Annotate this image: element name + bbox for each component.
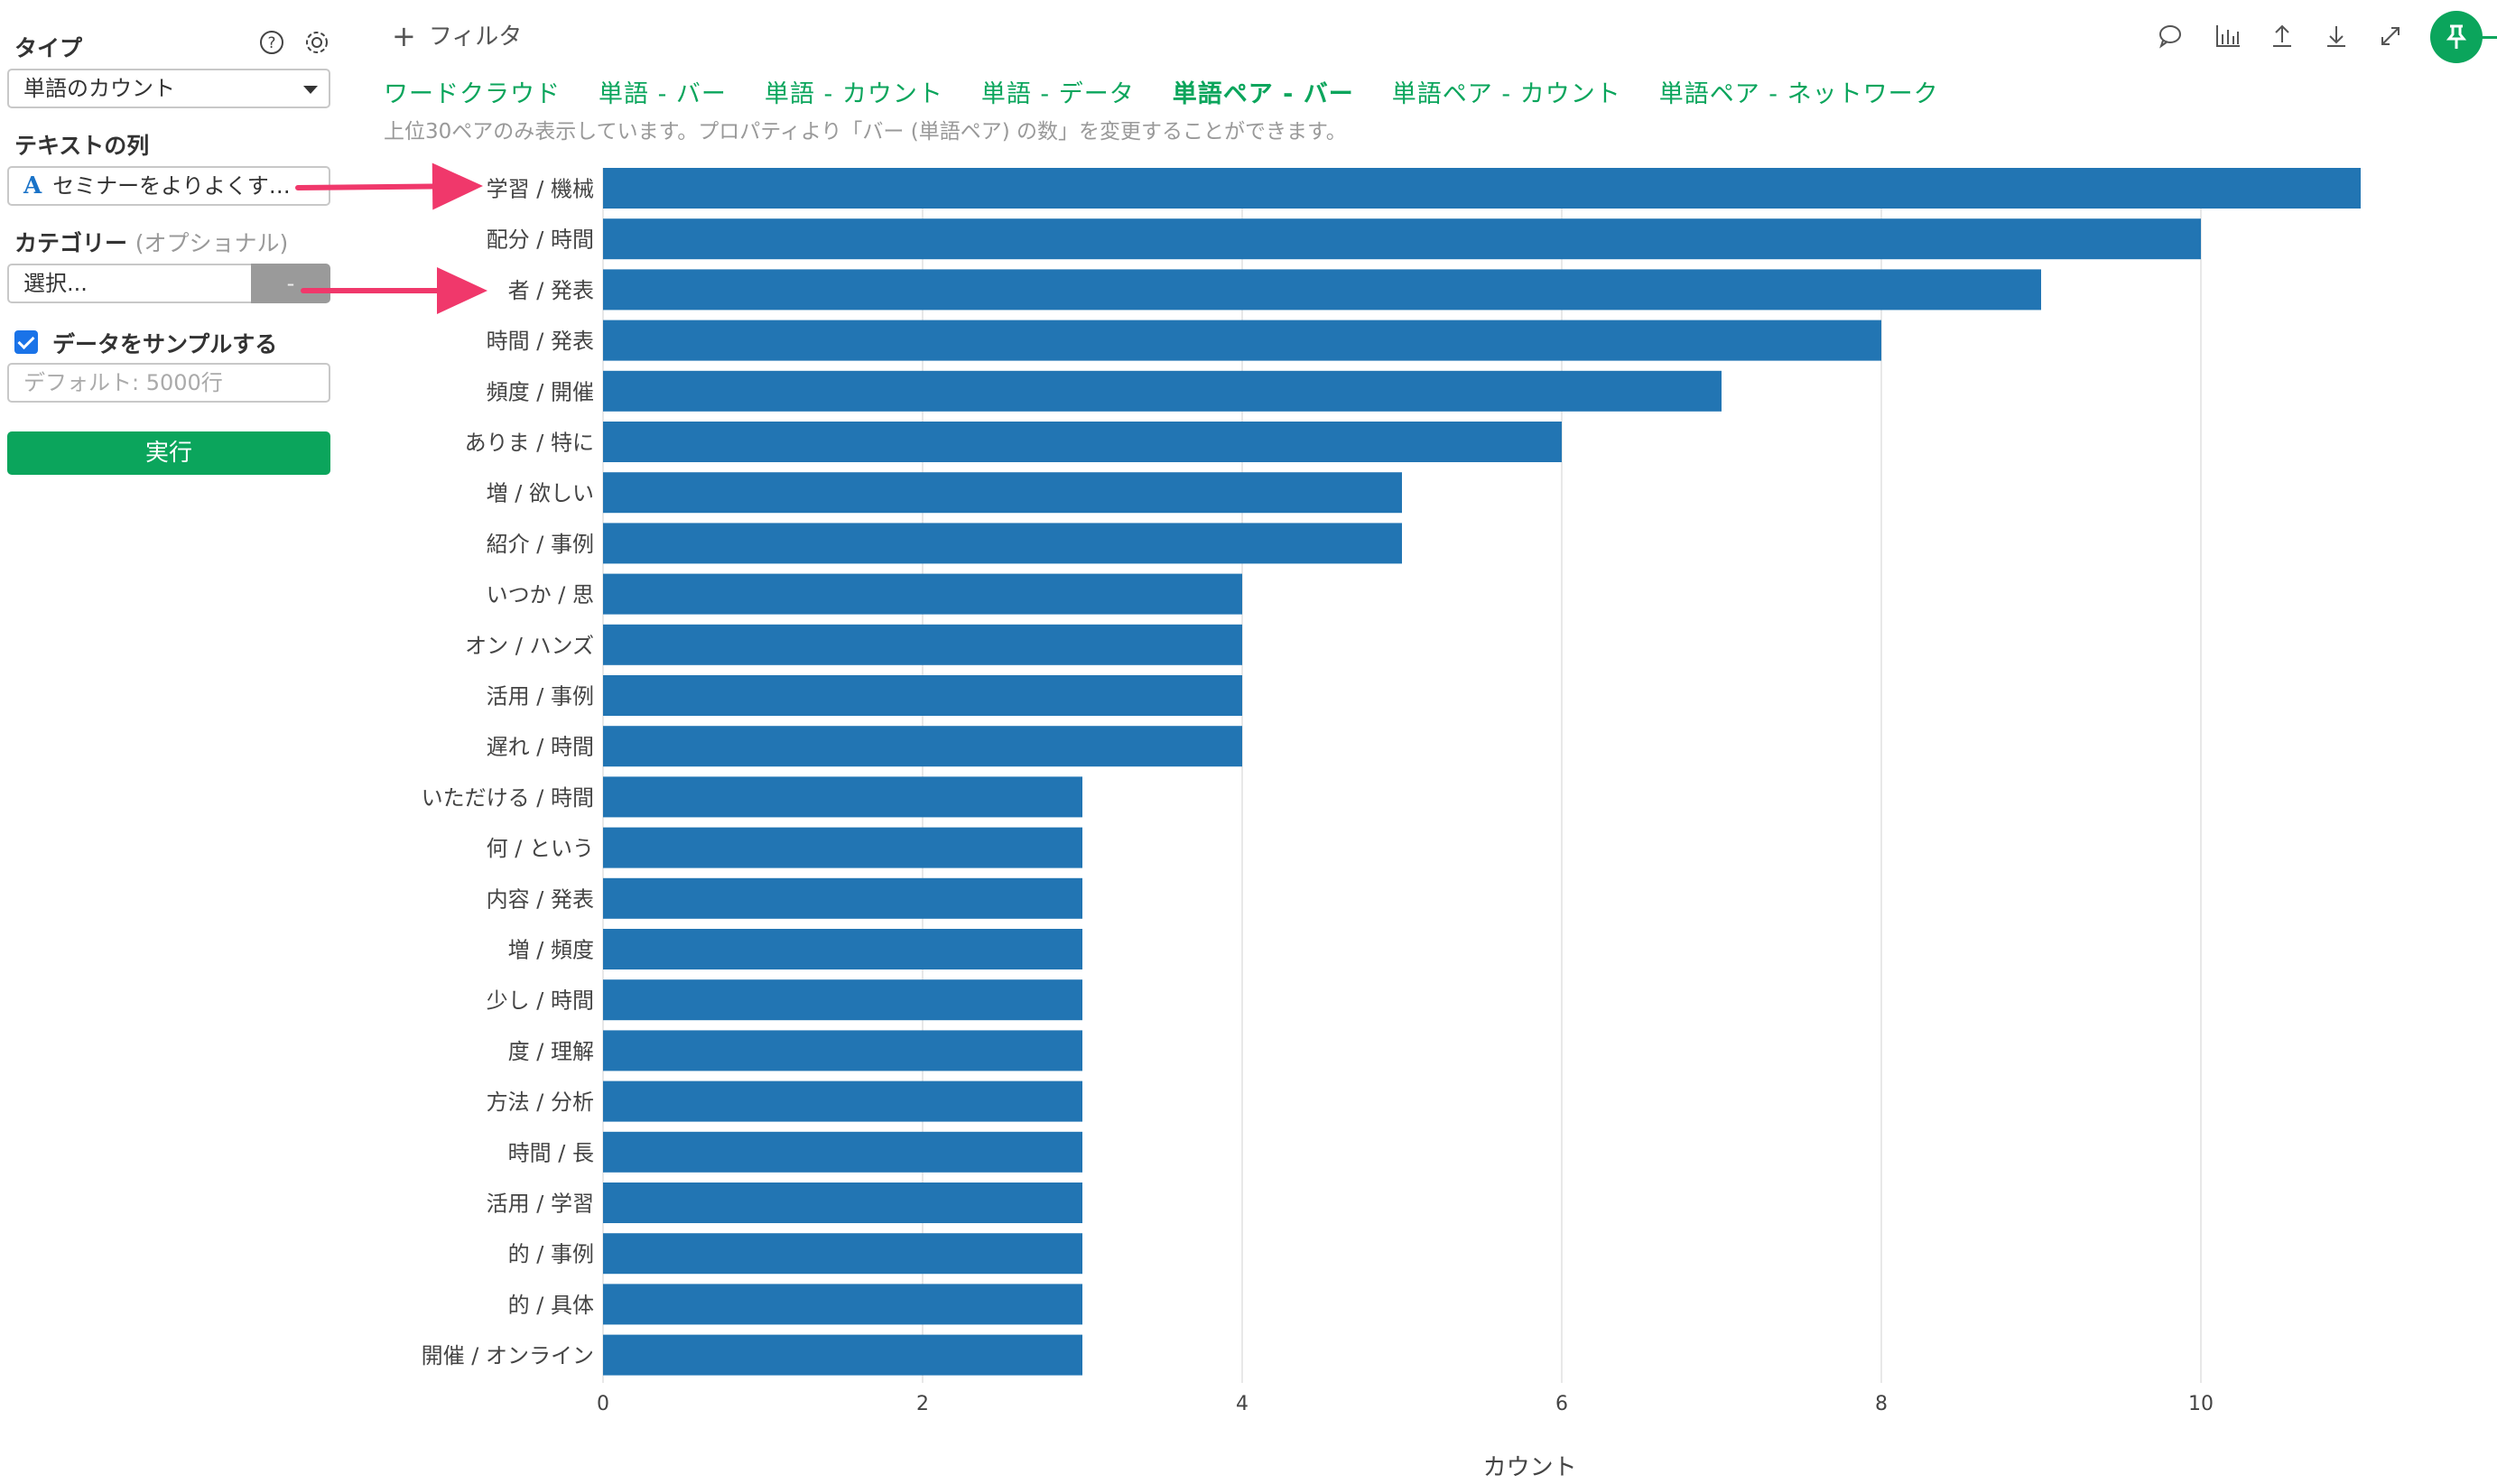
tab-6[interactable]: 単語ペア - ネットワーク (1658, 80, 1939, 108)
y-category-label: 方法 / 分析 (487, 1090, 594, 1115)
sample-label: データをサンプルする (52, 331, 278, 357)
bar[interactable] (603, 1081, 1082, 1122)
bar[interactable] (603, 1030, 1082, 1071)
expand-icon[interactable] (2374, 20, 2407, 52)
category-optional-text: (オプショナル) (135, 230, 289, 256)
help-circle-icon[interactable]: ? (256, 29, 287, 60)
y-category-label: 的 / 事例 (508, 1242, 594, 1267)
y-category-label: 増 / 頻度 (508, 938, 594, 963)
y-category-label: 度 / 理解 (508, 1039, 594, 1064)
bar[interactable] (603, 523, 1402, 564)
bar[interactable] (603, 472, 1402, 514)
type-select-value: 単語のカウント (23, 76, 175, 101)
x-tick-label: 4 (1236, 1393, 1248, 1415)
tab-2[interactable]: 単語 - カウント (764, 80, 943, 108)
tab-0[interactable]: ワードクラウド (384, 80, 561, 108)
x-tick-label: 0 (597, 1393, 609, 1415)
bar[interactable] (603, 624, 1242, 665)
y-category-label: 増 / 欲しい (487, 481, 594, 506)
pin-icon (2446, 24, 2467, 49)
type-label: タイプ (14, 35, 83, 61)
comment-icon[interactable] (2154, 20, 2186, 52)
bar[interactable] (603, 320, 1881, 361)
bar[interactable] (603, 422, 1562, 462)
x-tick-label: 10 (2188, 1393, 2214, 1415)
bar[interactable] (603, 1334, 1082, 1376)
chart-icon[interactable] (2212, 20, 2244, 52)
run-button[interactable]: 実行 (7, 431, 330, 475)
annotation-arrow (301, 267, 487, 314)
bar[interactable] (603, 573, 1242, 615)
y-category-label: 学習 / 機械 (487, 177, 594, 202)
bar[interactable] (603, 877, 1082, 919)
bar[interactable] (603, 929, 1082, 969)
annotation-arrow (295, 162, 483, 210)
category-label-text: カテゴリー (14, 230, 128, 256)
y-category-label: 配分 / 時間 (487, 227, 594, 253)
bar[interactable] (603, 726, 1242, 767)
y-category-label: 活用 / 事例 (487, 684, 594, 710)
svg-text:?: ? (267, 34, 275, 52)
chart-tabs: ワードクラウド 単語 - バー 単語 - カウント 単語 - データ 単語ペア - バー… (384, 74, 1977, 110)
bar[interactable] (603, 827, 1082, 868)
type-select[interactable]: 単語のカウント (7, 69, 330, 108)
y-category-label: 内容 / 発表 (487, 886, 594, 912)
y-category-label: 遅れ / 時間 (487, 735, 594, 760)
text-type-icon: A (23, 172, 42, 199)
y-category-label: いつか / 思 (487, 582, 594, 608)
y-category-label: 何 / という (487, 836, 594, 861)
tab-3[interactable]: 単語 - データ (980, 80, 1135, 108)
tab-4[interactable]: 単語ペア - バー (1172, 80, 1354, 108)
tab-5[interactable]: 単語ペア - カウント (1391, 80, 1621, 108)
y-category-label: オン / ハンズ (465, 633, 594, 658)
chevron-down-icon (303, 86, 318, 94)
bar[interactable] (603, 979, 1082, 1021)
filter-label: フィルタ (428, 23, 523, 51)
x-tick-label: 2 (916, 1393, 929, 1415)
category-clear-button[interactable]: - (251, 264, 330, 303)
bar[interactable] (603, 776, 1082, 818)
pin-connector (2481, 36, 2497, 39)
tab-1[interactable]: 単語 - バー (599, 80, 727, 108)
bar[interactable] (603, 168, 2361, 209)
y-category-label: 的 / 具体 (508, 1293, 594, 1318)
bar[interactable] (603, 1183, 1082, 1223)
sidebar: タイプ ? 単語のカウント テキストの列 A セミナーをよりよくす… カテゴリー … (0, 0, 343, 1484)
bar[interactable] (603, 1131, 1082, 1173)
y-category-label: 開催 / オンライン (422, 1343, 594, 1368)
bar[interactable] (603, 675, 1242, 716)
category-label: カテゴリー (オプショナル) (14, 226, 288, 258)
plus-icon: + (392, 19, 416, 53)
x-tick-label: 6 (1555, 1393, 1568, 1415)
text-column-value: セミナーをよりよくす… (52, 173, 291, 199)
pin-button[interactable] (2430, 11, 2483, 63)
y-category-label: 者 / 発表 (508, 278, 594, 303)
y-category-label: 紹介 / 事例 (487, 532, 594, 557)
bar[interactable] (603, 218, 2201, 260)
filter-button[interactable]: + フィルタ (392, 18, 522, 53)
download-icon[interactable] (2320, 20, 2353, 52)
y-category-label: ありま / 特に (465, 431, 594, 456)
gear-icon[interactable] (302, 29, 332, 60)
category-select[interactable]: 選択... (7, 264, 251, 303)
y-category-label: 少し / 時間 (487, 988, 594, 1014)
bar[interactable] (603, 1233, 1082, 1275)
sample-size-input[interactable]: デフォルト: 5000行 (7, 363, 330, 403)
info-note: 上位30ペアのみ表示しています。プロパティより「バー (単語ペア) の数」を変更… (384, 120, 1347, 144)
bar[interactable] (603, 269, 2041, 311)
y-category-label: いただける / 時間 (422, 785, 594, 811)
upload-icon[interactable] (2266, 20, 2298, 52)
y-category-label: 活用 / 学習 (487, 1192, 594, 1217)
y-category-label: 頻度 / 開催 (487, 379, 594, 404)
sample-checkbox[interactable] (14, 330, 38, 354)
x-tick-label: 8 (1875, 1393, 1888, 1415)
y-category-label: 時間 / 長 (508, 1140, 594, 1165)
bar[interactable] (603, 1284, 1082, 1325)
text-column-label: テキストの列 (14, 133, 150, 159)
y-category-label: 時間 / 発表 (487, 329, 594, 354)
x-axis-title: カウント (1483, 1454, 1577, 1481)
bar[interactable] (603, 370, 1722, 412)
